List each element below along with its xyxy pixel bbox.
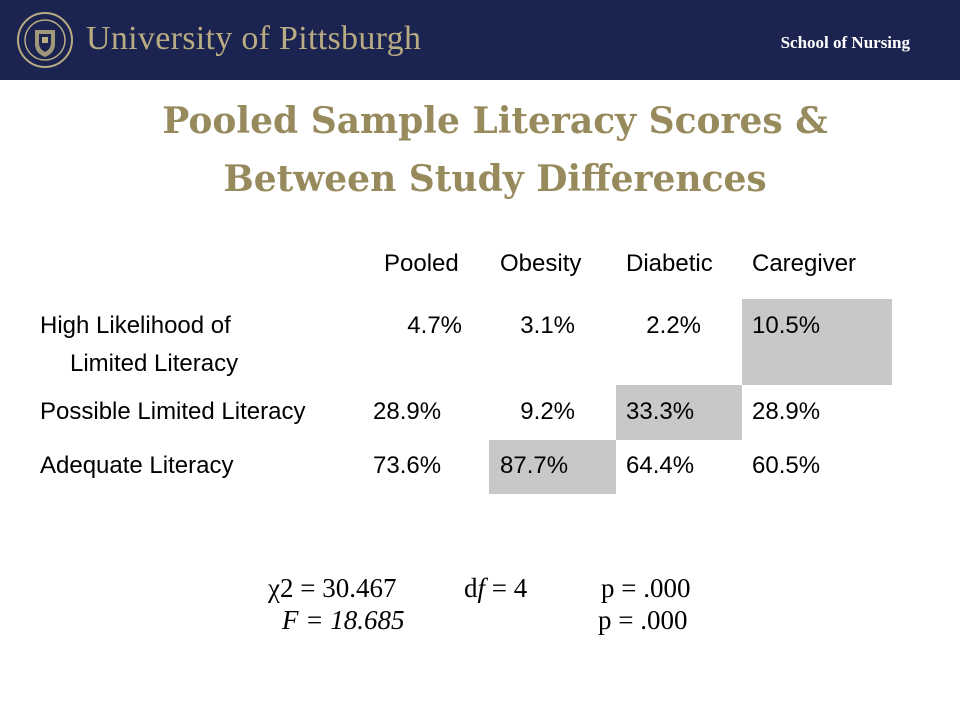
highlight-caregiver-high-likelihood [742, 299, 892, 385]
cell-possible-caregiver: 28.9% [752, 398, 821, 425]
cell-possible-pooled: 28.9% [373, 398, 442, 425]
cell-high-pooled: 4.7% [407, 312, 462, 339]
cell-high-obesity: 3.1% [520, 312, 575, 339]
cell-adequate-diabetic: 64.4% [626, 452, 695, 479]
column-header-obesity: Obesity [500, 250, 582, 277]
cell-high-diabetic: 2.2% [646, 312, 701, 339]
degrees-of-freedom: df = 4 [464, 572, 527, 604]
university-name: University of Pittsburgh [86, 20, 422, 57]
cell-possible-diabetic: 33.3% [626, 398, 695, 425]
row-label-high-likelihood-line2: Limited Literacy [70, 350, 239, 377]
column-header-pooled: Pooled [384, 250, 459, 277]
cell-adequate-caregiver: 60.5% [752, 452, 821, 479]
df-prefix: d [464, 573, 478, 603]
row-label-high-likelihood: High Likelihood of [40, 312, 231, 339]
cell-high-caregiver: 10.5% [752, 312, 821, 339]
school-name: School of Nursing [780, 33, 910, 52]
row-label-adequate: Adequate Literacy [40, 452, 234, 479]
title-line-2: Between Study Differences [223, 158, 767, 200]
university-seal-icon [17, 12, 73, 68]
cell-possible-obesity: 9.2% [520, 398, 575, 425]
chi-p-value: p = .000 [601, 573, 691, 603]
cell-adequate-pooled: 73.6% [373, 452, 442, 479]
cell-adequate-obesity: 87.7% [500, 452, 569, 479]
header-bar: University of Pittsburgh School of Nursi… [0, 0, 960, 80]
row-label-possible: Possible Limited Literacy [40, 398, 306, 425]
slide-title: Pooled Sample Literacy Scores & Between … [60, 92, 930, 208]
column-header-diabetic: Diabetic [626, 250, 713, 277]
highlight-diabetic-possible [616, 385, 742, 440]
title-line-1: Pooled Sample Literacy Scores & [162, 100, 828, 142]
df-suffix: = 4 [485, 573, 528, 603]
highlight-obesity-adequate [489, 440, 616, 494]
df-italic: f [477, 573, 486, 603]
f-statistic-value: F = 18.685 [282, 605, 405, 635]
chi-square-value: χ2 = 30.467 [268, 573, 397, 603]
column-header-caregiver: Caregiver [752, 250, 857, 277]
f-p-value: p = .000 [598, 605, 688, 635]
